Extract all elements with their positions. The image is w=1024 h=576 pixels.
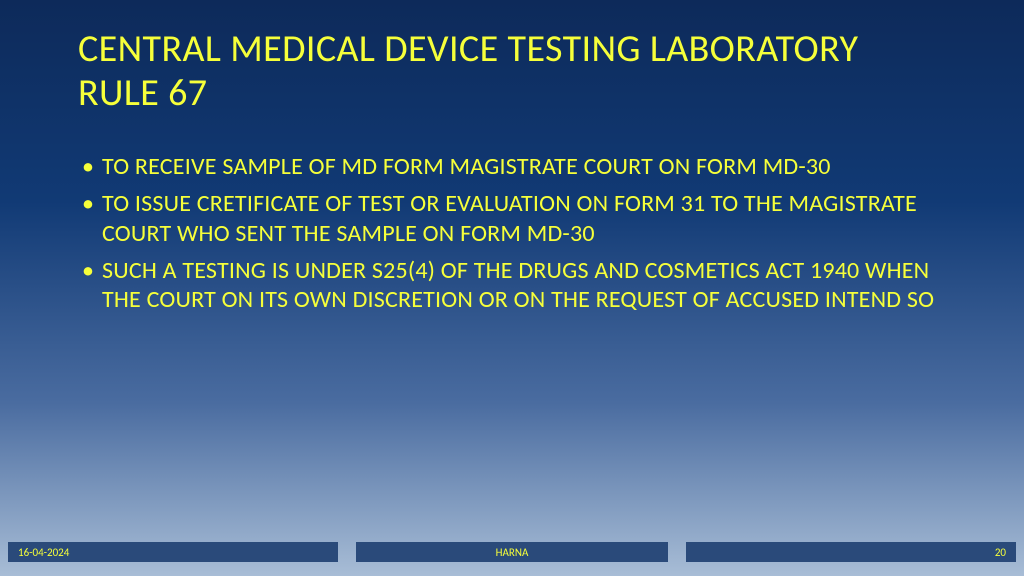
footer-date-bar: 16-04-2024: [8, 542, 338, 562]
list-item: TO RECEIVE SAMPLE OF MD FORM MAGISTRATE …: [78, 152, 948, 181]
footer-date: 16-04-2024: [18, 546, 69, 559]
footer-page-number: 20: [995, 546, 1006, 559]
bullet-list: TO RECEIVE SAMPLE OF MD FORM MAGISTRATE …: [78, 152, 948, 322]
slide-title: CENTRAL MEDICAL DEVICE TESTING LABORATOR…: [78, 28, 948, 115]
list-item: TO ISSUE CRETIFICATE OF TEST OR EVALUATI…: [78, 189, 948, 248]
footer-author: HARNA: [496, 546, 529, 559]
footer-page-bar: 20: [686, 542, 1016, 562]
footer-author-bar: HARNA: [356, 542, 668, 562]
slide: CENTRAL MEDICAL DEVICE TESTING LABORATOR…: [0, 0, 1024, 576]
list-item: SUCH A TESTING IS UNDER S25(4) OF THE DR…: [78, 256, 948, 315]
